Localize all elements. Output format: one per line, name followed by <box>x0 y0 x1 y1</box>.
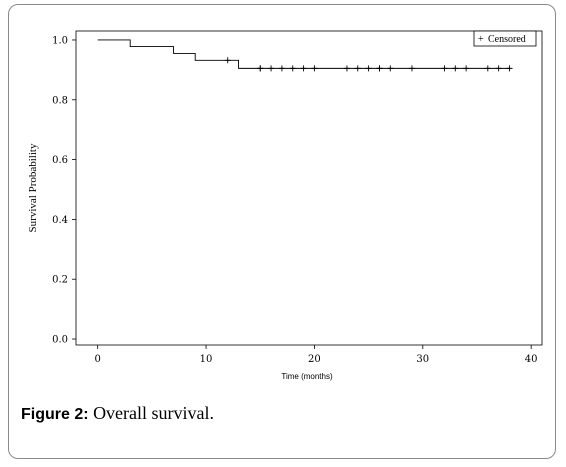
censored-mark <box>408 65 415 72</box>
censored-mark <box>354 65 361 72</box>
censored-mark <box>278 65 285 72</box>
censored-mark <box>506 65 513 72</box>
censored-mark <box>387 65 394 72</box>
censored-mark <box>376 65 383 72</box>
censored-mark <box>268 65 275 72</box>
legend: + Censored <box>473 30 537 47</box>
figure-frame <box>8 4 556 459</box>
censored-mark <box>289 65 296 72</box>
y-axis-title: Survival Probability <box>27 143 39 232</box>
censored-mark <box>441 65 448 72</box>
censored-mark <box>463 65 470 72</box>
survival-curve <box>97 39 510 69</box>
x-axis-title: Time (months) <box>281 372 333 381</box>
censored-mark <box>365 65 372 72</box>
censored-mark <box>495 65 502 72</box>
x-tick-label: 20 <box>308 354 321 365</box>
censored-mark <box>452 65 459 72</box>
legend-marker: + <box>478 34 484 45</box>
censored-mark <box>343 65 350 72</box>
censored-mark <box>484 65 491 72</box>
y-axis: 0.0 0.2 0.4 0.6 0.8 1.0 <box>52 35 76 346</box>
x-tick-label: 40 <box>525 354 538 365</box>
y-tick-label: 0.2 <box>52 275 68 286</box>
x-tick-label: 10 <box>200 354 213 365</box>
censored-mark <box>300 65 307 72</box>
y-tick-label: 0.4 <box>52 215 68 226</box>
x-tick-label: 0 <box>94 354 100 365</box>
x-tick-label: 30 <box>416 354 429 365</box>
y-tick-label: 0.6 <box>52 155 68 166</box>
censored-mark <box>224 57 231 64</box>
legend-box <box>473 30 537 47</box>
caption-label: Figure 2: <box>21 406 89 423</box>
y-tick-label: 1.0 <box>52 35 68 46</box>
y-tick-label: 0.8 <box>52 95 68 106</box>
plot-area <box>75 30 543 346</box>
censored-mark <box>311 65 318 72</box>
y-tick-label: 0.0 <box>52 335 68 346</box>
censored-mark <box>257 65 264 72</box>
x-axis: 0 10 20 30 40 <box>94 345 538 365</box>
legend-entry-censored: Censored <box>488 34 526 45</box>
figure-caption: Figure 2: Overall survival. <box>21 403 214 424</box>
caption-text: Overall survival. <box>88 403 215 423</box>
survival-series <box>97 39 513 72</box>
